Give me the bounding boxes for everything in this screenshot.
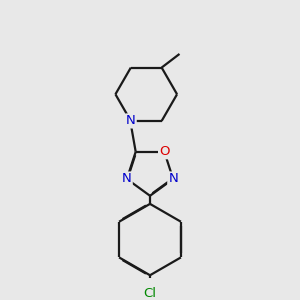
Text: O: O — [159, 145, 169, 158]
Text: Cl: Cl — [143, 286, 157, 300]
Text: N: N — [126, 115, 136, 128]
Text: N: N — [122, 172, 132, 185]
Text: N: N — [168, 172, 178, 185]
